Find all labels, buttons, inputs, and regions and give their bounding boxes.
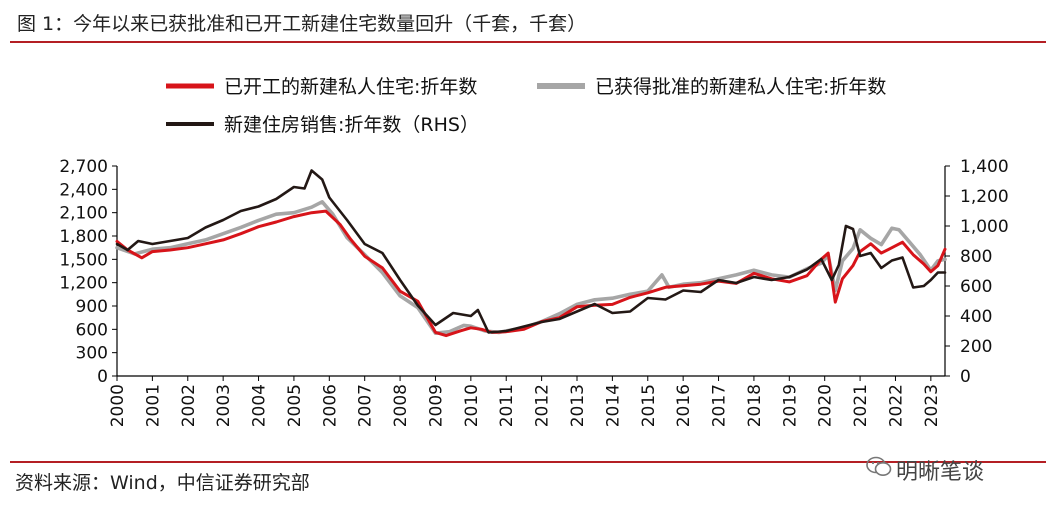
x-tick-label: 2000 xyxy=(108,384,128,427)
watermark: 明晰笔谈 xyxy=(866,452,1026,485)
y-left-tick-label: 600 xyxy=(76,320,108,340)
y-right-tick-label: 1,400 xyxy=(960,157,1009,177)
x-tick-label: 2006 xyxy=(320,384,340,427)
y-left-tick-label: 1,500 xyxy=(59,250,108,270)
y-left-tick-label: 2,100 xyxy=(59,204,108,224)
y-left-tick-label: 1,200 xyxy=(59,274,108,294)
x-tick-label: 2014 xyxy=(603,384,623,427)
x-tick-label: 2023 xyxy=(922,384,942,427)
x-tick-label: 2001 xyxy=(143,384,163,427)
legend-label-starts: 已开工的新建私人住宅:折年数 xyxy=(224,76,477,98)
legend-label-permits: 已获得批准的新建私人住宅:折年数 xyxy=(595,76,886,98)
y-left-tick-label: 2,400 xyxy=(59,180,108,200)
x-tick-label: 2010 xyxy=(462,384,482,427)
y-right-tick-label: 1,200 xyxy=(960,187,1009,207)
y-left-tick-label: 0 xyxy=(97,367,108,387)
x-tick-label: 2008 xyxy=(391,384,411,427)
y-right-tick-label: 0 xyxy=(960,367,971,387)
x-tick-label: 2015 xyxy=(639,384,659,427)
series-line-0 xyxy=(115,209,947,338)
x-tick-label: 2018 xyxy=(745,384,765,427)
x-tick-label: 2020 xyxy=(816,384,836,427)
x-tick-label: 2016 xyxy=(674,384,694,427)
x-tick-label: 2017 xyxy=(710,384,730,427)
watermark-text: 明晰笔谈 xyxy=(896,460,985,485)
y-left-tick-label: 1,800 xyxy=(59,227,108,247)
y-left-tick-label: 900 xyxy=(76,297,108,317)
y-left-tick-label: 2,700 xyxy=(59,157,108,177)
x-tick-label: 2021 xyxy=(851,384,871,427)
wechat-icon xyxy=(866,456,892,476)
legend-label-sales: 新建住房销售:折年数（RHS） xyxy=(224,114,479,136)
y-right-tick-label: 800 xyxy=(960,247,992,267)
figure-title: 图 1：今年以来已获批准和已开工新建住宅数量回升（千套，千套） xyxy=(17,13,587,35)
x-tick-label: 2011 xyxy=(497,384,517,427)
x-tick-label: 2002 xyxy=(179,384,199,427)
source-note: 资料来源：Wind，中信证券研究部 xyxy=(15,472,310,494)
x-tick-label: 2009 xyxy=(426,384,446,427)
x-tick-label: 2012 xyxy=(533,384,553,427)
bottom-rule xyxy=(10,461,1046,463)
x-tick-label: 2013 xyxy=(568,384,588,427)
axes: 0 300 600 900 1,200 1,500 1,800 2,100 2,400 2,700… xyxy=(59,157,1008,427)
y-right-tick-label: 600 xyxy=(960,277,992,297)
y-right-tick-label: 1,000 xyxy=(960,217,1009,237)
x-tick-label: 2004 xyxy=(250,384,270,427)
x-tick-label: 2007 xyxy=(356,384,376,427)
top-rule xyxy=(10,41,1046,43)
legend: 已开工的新建私人住宅:折年数 已获得批准的新建私人住宅:折年数 新建住房销售:折… xyxy=(166,76,886,136)
series-group xyxy=(115,169,947,338)
series-line-1 xyxy=(115,200,947,335)
y-right-tick-label: 200 xyxy=(960,337,992,357)
y-right-tick-label: 400 xyxy=(960,307,992,327)
x-tick-label: 2022 xyxy=(886,384,906,427)
x-tick-label: 2019 xyxy=(780,384,800,427)
y-left-tick-label: 300 xyxy=(76,344,108,364)
series-line-2 xyxy=(115,169,947,334)
x-tick-label: 2005 xyxy=(285,384,305,427)
x-tick-label: 2003 xyxy=(214,384,234,427)
